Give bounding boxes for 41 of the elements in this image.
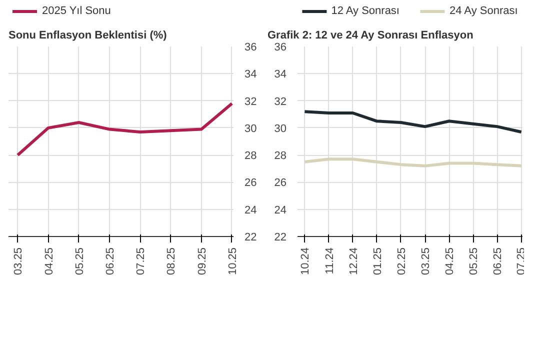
legend-label: 2025 Yıl Sonu: [42, 5, 111, 17]
y-tick-label: 30: [244, 122, 257, 135]
line-series: [16, 102, 234, 157]
y-tick-label: 32: [244, 96, 257, 108]
y-tick-label: 26: [274, 177, 287, 190]
y-tick-label: 24: [244, 204, 257, 216]
x-tick-label: 05.25: [468, 247, 480, 276]
x-tick-label: 04.25: [43, 247, 56, 276]
x-tick-label: 05.25: [74, 247, 86, 276]
legend-label: 24 Ay Sonrası: [450, 5, 518, 17]
y-tick-label: 36: [244, 42, 257, 54]
chart-title: Grafik 2: 12 ve 24 Ay Sonrası Enflasyon: [268, 30, 474, 42]
x-tick-label: 08.25: [166, 247, 178, 276]
y-tick-label: 24: [274, 204, 287, 216]
line-series: [303, 110, 522, 134]
y-tick-label: 28: [244, 150, 257, 162]
x-tick-label: 04.25: [444, 247, 456, 276]
y-tick-label: 26: [244, 177, 257, 190]
legend-label: 12 Ay Sonrası: [331, 5, 400, 17]
chart-title: Sonu Enflasyon Beklentisi (%): [8, 30, 168, 42]
x-tick-label: 03.25: [12, 247, 25, 276]
y-tick-label: 34: [274, 68, 287, 81]
x-tick-label: 09.25: [196, 247, 208, 276]
x-tick-label: 02.25: [396, 247, 408, 276]
y-tick-label: 32: [274, 96, 287, 108]
x-tick-label: 03.25: [420, 247, 432, 276]
x-tick-label: 12.24: [348, 247, 360, 276]
y-tick-label: 28: [274, 150, 287, 162]
x-tick-label: 06.25: [104, 247, 117, 276]
x-tick-label: 01.25: [372, 247, 384, 276]
x-tick-label: 10.24: [300, 247, 312, 276]
x-tick-label: 11.24: [324, 247, 336, 274]
line-series: [303, 158, 522, 168]
x-tick-label: 10.25: [226, 247, 239, 276]
y-tick-label: 30: [274, 122, 287, 135]
y-tick-label: 22: [274, 232, 287, 244]
y-tick-label: 36: [274, 42, 287, 54]
y-tick-label: 34: [244, 68, 257, 81]
x-tick-label: 07.25: [135, 247, 148, 276]
x-tick-label: 06.25: [492, 247, 504, 276]
y-tick-label: 22: [244, 232, 257, 244]
